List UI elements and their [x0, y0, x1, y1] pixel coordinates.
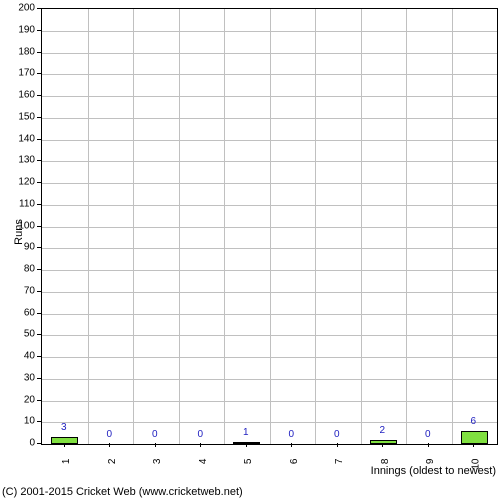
x-tick-label: 5 — [243, 459, 254, 465]
y-tick-mark — [37, 269, 41, 270]
y-tick-label: 50 — [24, 329, 35, 340]
bar-value-label: 2 — [379, 425, 385, 436]
y-tick-label: 140 — [18, 133, 35, 144]
y-tick-label: 190 — [18, 24, 35, 35]
y-tick-mark — [37, 160, 41, 161]
y-tick-mark — [37, 73, 41, 74]
x-tick-mark — [64, 443, 65, 447]
copyright-text: (C) 2001-2015 Cricket Web (www.cricketwe… — [2, 486, 243, 498]
y-tick-mark — [37, 204, 41, 205]
bar-value-label: 6 — [470, 416, 476, 427]
x-tick-label: 6 — [289, 459, 300, 465]
x-tick-label: 1 — [61, 459, 72, 465]
gridline-vertical — [452, 9, 453, 444]
y-tick-mark — [37, 378, 41, 379]
bar-value-label: 0 — [197, 429, 203, 440]
y-tick-label: 200 — [18, 3, 35, 14]
y-tick-mark — [37, 334, 41, 335]
y-tick-mark — [37, 313, 41, 314]
y-tick-label: 170 — [18, 68, 35, 79]
bar-value-label: 0 — [425, 429, 431, 440]
x-tick-label: 10 — [471, 459, 482, 470]
x-tick-mark — [337, 443, 338, 447]
y-tick-label: 160 — [18, 90, 35, 101]
y-tick-mark — [37, 400, 41, 401]
bar-value-label: 1 — [243, 427, 249, 438]
x-tick-mark — [473, 443, 474, 447]
y-tick-label: 110 — [19, 198, 35, 209]
gridline-vertical — [133, 9, 134, 444]
y-tick-mark — [37, 421, 41, 422]
x-tick-mark — [155, 443, 156, 447]
y-tick-mark — [37, 443, 41, 444]
y-tick-label: 80 — [24, 264, 35, 275]
x-tick-label: 4 — [198, 459, 209, 465]
y-tick-mark — [37, 8, 41, 9]
gridline-vertical — [270, 9, 271, 444]
y-tick-mark — [37, 247, 41, 248]
x-tick-mark — [200, 443, 201, 447]
bar-value-label: 0 — [106, 429, 112, 440]
x-tick-mark — [428, 443, 429, 447]
y-tick-label: 20 — [24, 394, 35, 405]
plot-area — [41, 8, 498, 445]
y-tick-label: 100 — [18, 220, 35, 231]
y-tick-mark — [37, 182, 41, 183]
y-tick-mark — [37, 95, 41, 96]
y-tick-label: 30 — [24, 372, 35, 383]
y-tick-label: 60 — [24, 307, 35, 318]
y-tick-label: 10 — [24, 416, 35, 427]
x-tick-label: 9 — [425, 459, 436, 465]
gridline-vertical — [315, 9, 316, 444]
x-tick-mark — [291, 443, 292, 447]
y-tick-label: 0 — [29, 438, 35, 449]
y-tick-mark — [37, 30, 41, 31]
y-tick-mark — [37, 139, 41, 140]
x-tick-label: 8 — [380, 459, 391, 465]
x-tick-mark — [246, 443, 247, 447]
y-tick-label: 40 — [24, 351, 35, 362]
y-tick-mark — [37, 226, 41, 227]
x-tick-label: 3 — [152, 459, 163, 465]
gridline-vertical — [361, 9, 362, 444]
y-tick-mark — [37, 52, 41, 53]
x-tick-mark — [109, 443, 110, 447]
x-tick-mark — [382, 443, 383, 447]
y-tick-label: 70 — [24, 285, 35, 296]
y-tick-mark — [37, 291, 41, 292]
y-tick-label: 180 — [18, 46, 35, 57]
bar-value-label: 0 — [334, 429, 340, 440]
gridline-vertical — [179, 9, 180, 444]
x-tick-label: 7 — [334, 459, 345, 465]
gridline-vertical — [406, 9, 407, 444]
gridline-vertical — [88, 9, 89, 444]
y-tick-mark — [37, 117, 41, 118]
bar-value-label: 3 — [61, 422, 67, 433]
y-tick-label: 90 — [24, 242, 35, 253]
y-tick-label: 130 — [18, 155, 35, 166]
gridline-vertical — [224, 9, 225, 444]
bar-value-label: 0 — [152, 429, 158, 440]
x-tick-label: 2 — [107, 459, 118, 465]
bar-value-label: 0 — [288, 429, 294, 440]
chart-container: Runs Innings (oldest to newest) (C) 2001… — [0, 0, 500, 500]
y-tick-mark — [37, 356, 41, 357]
y-tick-label: 150 — [18, 111, 35, 122]
y-tick-label: 120 — [18, 177, 35, 188]
